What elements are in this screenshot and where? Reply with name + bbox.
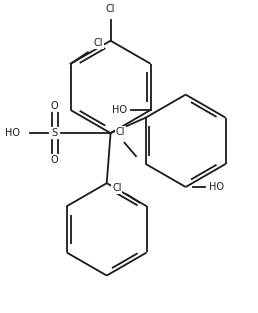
Text: Cl: Cl bbox=[116, 127, 125, 137]
Text: Cl: Cl bbox=[106, 4, 115, 14]
Text: S: S bbox=[52, 128, 58, 138]
Text: O: O bbox=[51, 155, 59, 165]
Text: HO: HO bbox=[112, 105, 127, 115]
Text: HO: HO bbox=[5, 128, 20, 138]
Text: Cl: Cl bbox=[112, 183, 122, 193]
Text: Cl: Cl bbox=[94, 38, 103, 49]
Text: O: O bbox=[51, 101, 59, 111]
Text: HO: HO bbox=[209, 182, 224, 192]
